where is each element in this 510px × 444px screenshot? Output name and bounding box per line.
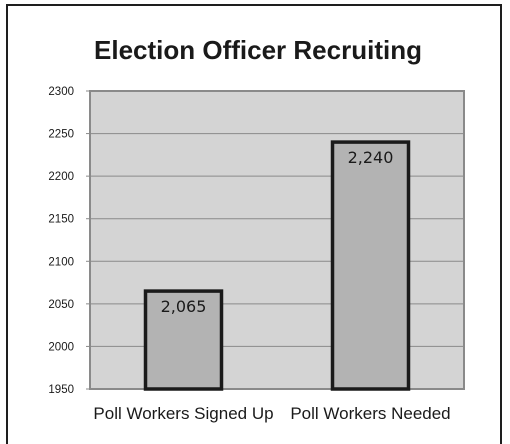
chart-frame: Election Officer Recruiting 1950 2000 2050… [6,4,502,444]
x-tick-label: Poll Workers Signed Up [93,404,273,423]
data-label: 2,240 [348,148,394,167]
x-tick-label: Poll Workers Needed [290,404,450,423]
y-tick-label: 2100 [48,256,74,268]
bar [143,289,224,391]
y-tick-label: 2050 [48,299,74,311]
y-tick-label: 2200 [48,171,74,183]
y-tick-label: 2000 [48,341,74,353]
y-tick-label: 2250 [48,129,74,141]
bar [330,140,411,391]
y-tick-label: 1950 [48,384,74,396]
y-tick-label: 2300 [48,86,74,98]
chart-title: Election Officer Recruiting [94,35,422,65]
data-label: 2,065 [161,297,207,316]
bar-chart: Election Officer Recruiting 1950 2000 2050… [48,35,465,423]
y-tick-label: 2150 [48,214,74,226]
